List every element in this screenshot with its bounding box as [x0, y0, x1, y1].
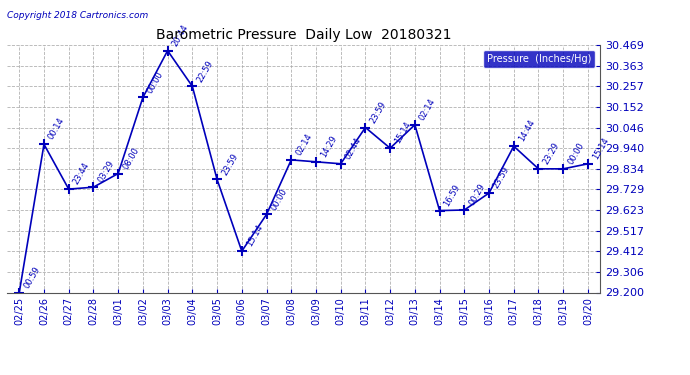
Text: 00:00: 00:00: [566, 141, 586, 166]
Text: 23:59: 23:59: [220, 152, 239, 177]
Text: 16:59: 16:59: [442, 183, 462, 208]
Text: 02:14: 02:14: [417, 97, 437, 122]
Text: 20:44: 20:44: [170, 23, 190, 48]
Legend: Pressure  (Inches/Hg): Pressure (Inches/Hg): [483, 50, 595, 68]
Text: 23:44: 23:44: [72, 161, 91, 186]
Text: 15:14: 15:14: [591, 136, 611, 161]
Text: 23:29: 23:29: [541, 141, 561, 166]
Text: 00:00: 00:00: [269, 187, 289, 212]
Text: Copyright 2018 Cartronics.com: Copyright 2018 Cartronics.com: [7, 11, 148, 20]
Text: 00:14: 00:14: [47, 116, 66, 141]
Text: 08:00: 08:00: [121, 146, 141, 171]
Title: Barometric Pressure  Daily Low  20180321: Barometric Pressure Daily Low 20180321: [156, 28, 451, 42]
Text: 14:44: 14:44: [517, 118, 536, 144]
Text: 00:29: 00:29: [467, 182, 486, 207]
Text: 23:59: 23:59: [368, 99, 388, 125]
Text: 23:59: 23:59: [492, 165, 511, 190]
Text: 14:29: 14:29: [319, 134, 338, 159]
Text: 02:44: 02:44: [344, 136, 363, 161]
Text: 22:59: 22:59: [195, 58, 215, 84]
Text: 03:29: 03:29: [96, 159, 116, 184]
Text: 00:00: 00:00: [146, 70, 166, 94]
Text: 15:14: 15:14: [393, 120, 413, 146]
Text: 15:14: 15:14: [244, 223, 264, 248]
Text: 02:14: 02:14: [294, 132, 314, 157]
Text: 00:59: 00:59: [22, 265, 41, 290]
